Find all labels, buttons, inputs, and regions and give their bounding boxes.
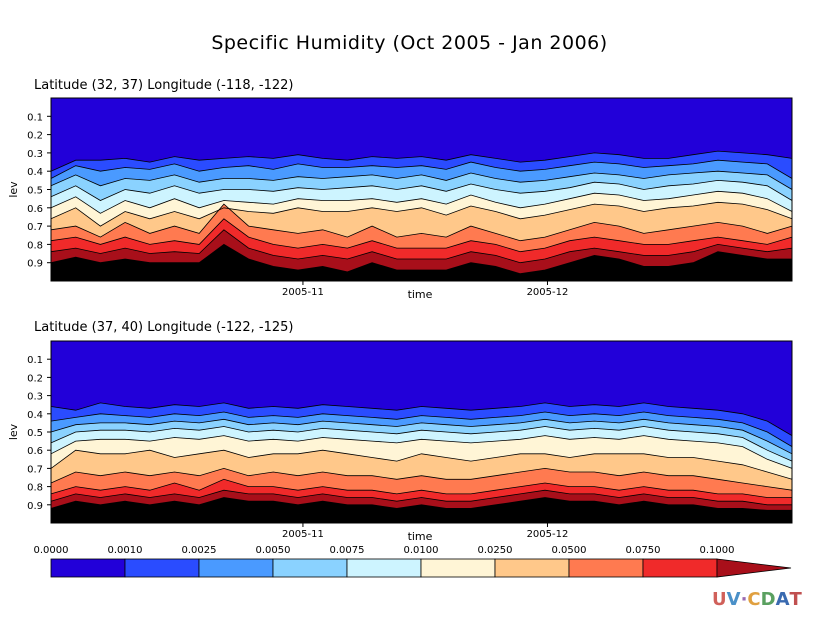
panel-2-ytick-label-0.8: 0.8	[27, 483, 43, 494]
panel-1-contour-4	[50, 179, 793, 201]
panel-2-xlabel: time	[408, 530, 433, 543]
panel-1-ytick-label-0.1: 0.1	[27, 112, 43, 123]
colorbar-level-7: 0.0500	[552, 545, 587, 556]
panel-2-subtitle: Latitude (37, 40) Longitude (-122, -125)	[34, 320, 294, 335]
panel-1-xlabel: time	[408, 288, 433, 301]
colorbar-swatch-3	[272, 558, 348, 578]
panel-2-contour-3	[50, 418, 793, 455]
panel-2-band-10	[51, 497, 792, 523]
panel-2-xtick-label-2005-11: 2005-11	[282, 529, 324, 540]
panel-1-ytick-label-0.7: 0.7	[27, 222, 43, 233]
panel-2-ytick-label-0.7: 0.7	[27, 464, 43, 475]
colorbar-level-5: 0.0100	[404, 545, 439, 556]
panel-2-contour-6	[50, 449, 793, 480]
panel-2-xtick-label-2005-12: 2005-12	[527, 529, 569, 540]
colorbar-arrow	[716, 558, 792, 578]
panel-1-contour-2	[50, 159, 793, 179]
panel-1-contour-10	[50, 243, 792, 275]
colorbar-swatch-0	[50, 558, 126, 578]
panel-2-ytick-label-0.6: 0.6	[27, 446, 43, 457]
colorbar-swatch-2	[198, 558, 274, 578]
colorbar-swatch-1	[124, 558, 200, 578]
panel-2-contour-1	[50, 402, 793, 436]
panel-2-ytick-label-0.3: 0.3	[27, 392, 43, 403]
panel-2-ytick-label-0.1: 0.1	[27, 355, 43, 366]
panel-2-contour-8	[50, 478, 792, 498]
colorbar-level-8: 0.0750	[626, 545, 661, 556]
panel-1-contour-5	[50, 190, 793, 214]
panel-1-ytick-label-0.3: 0.3	[27, 149, 43, 160]
panel-1-contour-1	[50, 150, 793, 172]
colorbar-swatch-8	[642, 558, 718, 578]
panel-1-contour-6	[50, 201, 793, 227]
panel-1-ytick-label-0.5: 0.5	[27, 186, 43, 197]
panel-2-contour-9	[50, 489, 792, 506]
panel-1-subtitle: Latitude (32, 37) Longitude (-118, -122)	[34, 78, 294, 93]
panel-1-band-10	[51, 244, 792, 281]
panel-2-ytick-label-0.5: 0.5	[27, 428, 43, 439]
colorbar-level-2: 0.0025	[182, 545, 217, 556]
colorbar-level-6: 0.0250	[478, 545, 513, 556]
panel-1-ylabel: lev	[7, 181, 20, 198]
panel-1-ytick-label-0.8: 0.8	[27, 240, 43, 251]
panel-2-ytick-label-0.9: 0.9	[27, 501, 43, 512]
colorbar-swatch-5	[420, 558, 496, 578]
panel-1-contour-3	[50, 170, 793, 190]
panel-1-ytick-label-0.4: 0.4	[27, 167, 43, 178]
colorbar-swatch-7	[568, 558, 644, 578]
chart-title: Specific Humidity (Oct 2005 - Jan 2006)	[211, 32, 608, 54]
panel-2-contour-4	[50, 426, 793, 462]
panel-1-xtick-label-2005-11: 2005-11	[282, 287, 324, 298]
panel-1-contour-7	[50, 203, 793, 242]
panel-2-ytick-label-0.2: 0.2	[27, 373, 43, 384]
colorbar-level-3: 0.0050	[256, 545, 291, 556]
uvcdat-logo: UV·CDAT	[712, 589, 802, 610]
colorbar-level-4: 0.0075	[330, 545, 365, 556]
panel-2-contour-10	[50, 497, 792, 511]
panel-1-xtick-label-2005-12: 2005-12	[527, 287, 569, 298]
panel-1-ytick-label-0.2: 0.2	[27, 131, 43, 142]
colorbar-level-9: 0.1000	[700, 545, 735, 556]
colorbar-swatch-6	[494, 558, 570, 578]
panel-1-ytick-label-0.9: 0.9	[27, 259, 43, 270]
panel-2-ytick-label-0.4: 0.4	[27, 410, 43, 421]
panel-2-contour-5	[50, 435, 793, 469]
colorbar-level-1: 0.0010	[108, 545, 143, 556]
panel-2-ylabel: lev	[7, 423, 20, 440]
panel-1-contour-8	[50, 218, 793, 253]
panel-2-contour-2	[50, 411, 793, 447]
panel-1-contour-9	[50, 229, 793, 264]
panel-2-contour-7	[50, 467, 793, 491]
colorbar-level-0: 0.0000	[34, 545, 69, 556]
colorbar-swatch-4	[346, 558, 422, 578]
panel-1-ytick-label-0.6: 0.6	[27, 204, 43, 215]
